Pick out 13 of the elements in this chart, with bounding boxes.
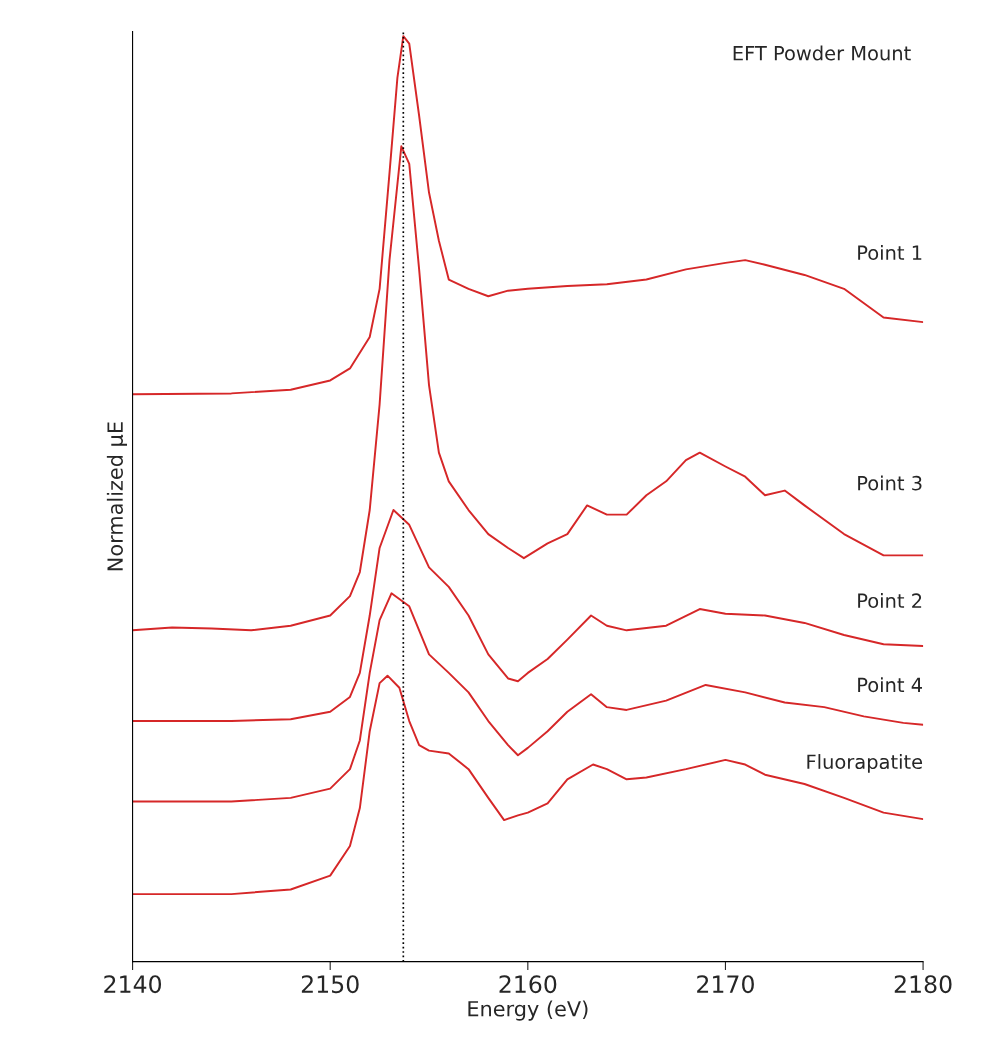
series-label: Point 2 — [858, 593, 922, 609]
x-tick-label: 2180 — [894, 975, 952, 994]
x-tick-label: 2140 — [104, 975, 162, 994]
x-tick-label: 2170 — [697, 975, 754, 994]
x-tick-label: 2160 — [499, 975, 557, 994]
annotation: EFT Powder Mount — [733, 45, 911, 61]
series-label: Point 4 — [858, 677, 922, 693]
x-axis-title: Energy (eV) — [468, 1000, 588, 1021]
y-axis-title: Normalized μE — [106, 422, 128, 571]
x-tick-label: 2150 — [301, 975, 359, 994]
series-label: Fluorapatite — [807, 754, 923, 773]
series-label: Point 1 — [858, 245, 922, 261]
text: Point 3 — [858, 475, 922, 491]
